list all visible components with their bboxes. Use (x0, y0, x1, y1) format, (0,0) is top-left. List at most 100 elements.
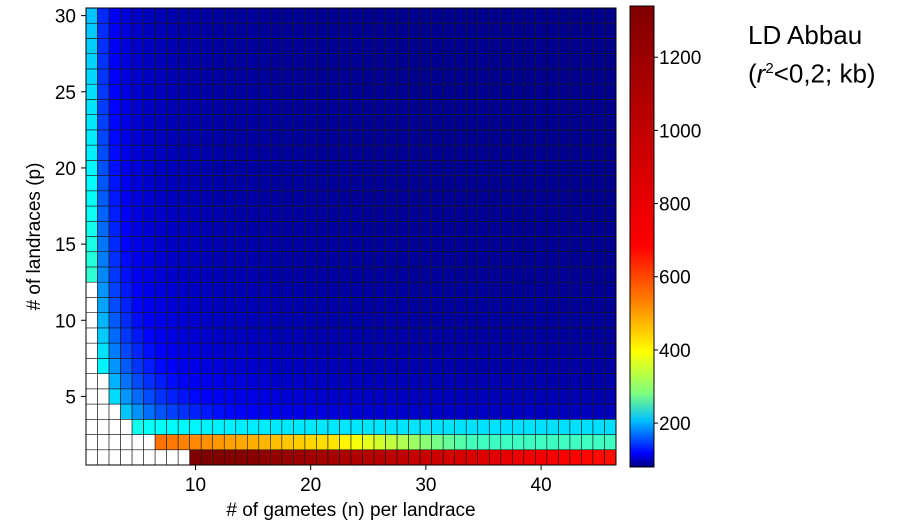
heatmap-cell (592, 449, 605, 466)
heatmap-cell (166, 297, 179, 313)
heatmap-cell (465, 68, 479, 85)
heatmap-cell (558, 358, 571, 374)
heatmap-cell (247, 53, 260, 70)
heatmap-cell (177, 53, 190, 70)
heatmap-cell (373, 236, 386, 253)
heatmap-cell (350, 251, 363, 268)
heatmap-cell (546, 266, 559, 283)
heatmap-cell (431, 175, 444, 192)
heatmap-cell (270, 114, 283, 131)
heatmap-cell (189, 281, 202, 298)
heatmap-cell (177, 220, 190, 237)
heatmap-cell (339, 434, 352, 451)
heatmap-cell (293, 358, 306, 374)
heatmap-cell (488, 175, 502, 192)
heatmap-cell (465, 266, 479, 283)
heatmap-cell (200, 190, 214, 207)
heatmap-cell (97, 312, 110, 329)
heatmap-cell (270, 266, 283, 283)
heatmap-cell (454, 114, 467, 131)
heatmap-cell (143, 22, 156, 39)
heatmap-cell (131, 342, 144, 359)
heatmap-cell (131, 403, 144, 420)
heatmap-cell (270, 342, 283, 359)
heatmap-cell (373, 160, 386, 176)
heatmap-cell (546, 175, 559, 192)
heatmap-cell (223, 190, 237, 207)
heatmap-cell (546, 68, 559, 85)
heatmap-cell (154, 129, 167, 146)
heatmap-cell (166, 388, 179, 405)
heatmap-cell (592, 175, 605, 192)
heatmap-cell (120, 68, 133, 85)
heatmap-cell (500, 53, 513, 70)
heatmap-cell (339, 342, 352, 359)
heatmap-cell (350, 38, 363, 55)
heatmap-cell (327, 22, 340, 39)
heatmap-cell (327, 83, 340, 100)
heatmap-cell (431, 251, 444, 268)
heatmap-cell (293, 388, 306, 405)
heatmap-cell (235, 297, 248, 313)
heatmap-cell (85, 434, 98, 451)
heatmap-cell (442, 114, 455, 131)
heatmap-cell (212, 312, 225, 329)
heatmap-cell (396, 297, 409, 313)
heatmap-cell (235, 266, 248, 283)
heatmap-cell (454, 358, 467, 374)
heatmap-cell (108, 68, 121, 85)
heatmap-cell (200, 251, 214, 268)
heatmap-cell (316, 129, 329, 146)
heatmap-cell (293, 312, 306, 329)
heatmap-cell (154, 418, 167, 435)
heatmap-cell (373, 220, 386, 237)
heatmap-cell (511, 38, 525, 55)
heatmap-cell (350, 449, 363, 466)
heatmap-cell (212, 68, 225, 85)
heatmap-cell (177, 418, 190, 435)
heatmap-cell (581, 434, 594, 451)
heatmap-cell (604, 251, 617, 268)
heatmap-cell (327, 449, 340, 466)
heatmap-cell (108, 251, 121, 268)
heatmap-cell (373, 403, 386, 420)
heatmap-cell (558, 190, 571, 207)
heatmap-cell (327, 144, 340, 161)
heatmap-cell (247, 68, 260, 85)
heatmap-cell (477, 160, 490, 176)
heatmap-cell (223, 144, 237, 161)
heatmap-cell (408, 373, 421, 390)
heatmap-cell (535, 38, 548, 55)
heatmap-cell (304, 251, 317, 268)
heatmap-cell (488, 83, 502, 100)
heatmap-cell (293, 449, 306, 466)
heatmap-cell (581, 403, 594, 420)
heatmap-cell (362, 358, 375, 374)
heatmap-cell (189, 129, 202, 146)
heatmap-cell (419, 7, 432, 24)
heatmap-cell (419, 144, 432, 161)
heatmap-cell (488, 388, 502, 405)
heatmap-cell (558, 236, 571, 253)
heatmap-cell (339, 266, 352, 283)
heatmap-cell (511, 236, 525, 253)
heatmap-cell (396, 342, 409, 359)
heatmap-cell (419, 342, 432, 359)
heatmap-cell (362, 342, 375, 359)
heatmap-cell (408, 114, 421, 131)
heatmap-cell (535, 449, 548, 466)
heatmap-cell (85, 22, 98, 39)
heatmap-cell (523, 83, 536, 100)
heatmap-cell (408, 418, 421, 435)
heatmap-cell (166, 236, 179, 253)
heatmap-cell (385, 403, 398, 420)
heatmap-cell (143, 403, 156, 420)
heatmap-cell (454, 342, 467, 359)
heatmap-cell (408, 68, 421, 85)
heatmap-cell (511, 297, 525, 313)
heatmap-cell (143, 175, 156, 192)
heatmap-cell (558, 342, 571, 359)
heatmap-cell (477, 388, 490, 405)
heatmap-cell (419, 281, 432, 298)
heatmap-cell (385, 342, 398, 359)
